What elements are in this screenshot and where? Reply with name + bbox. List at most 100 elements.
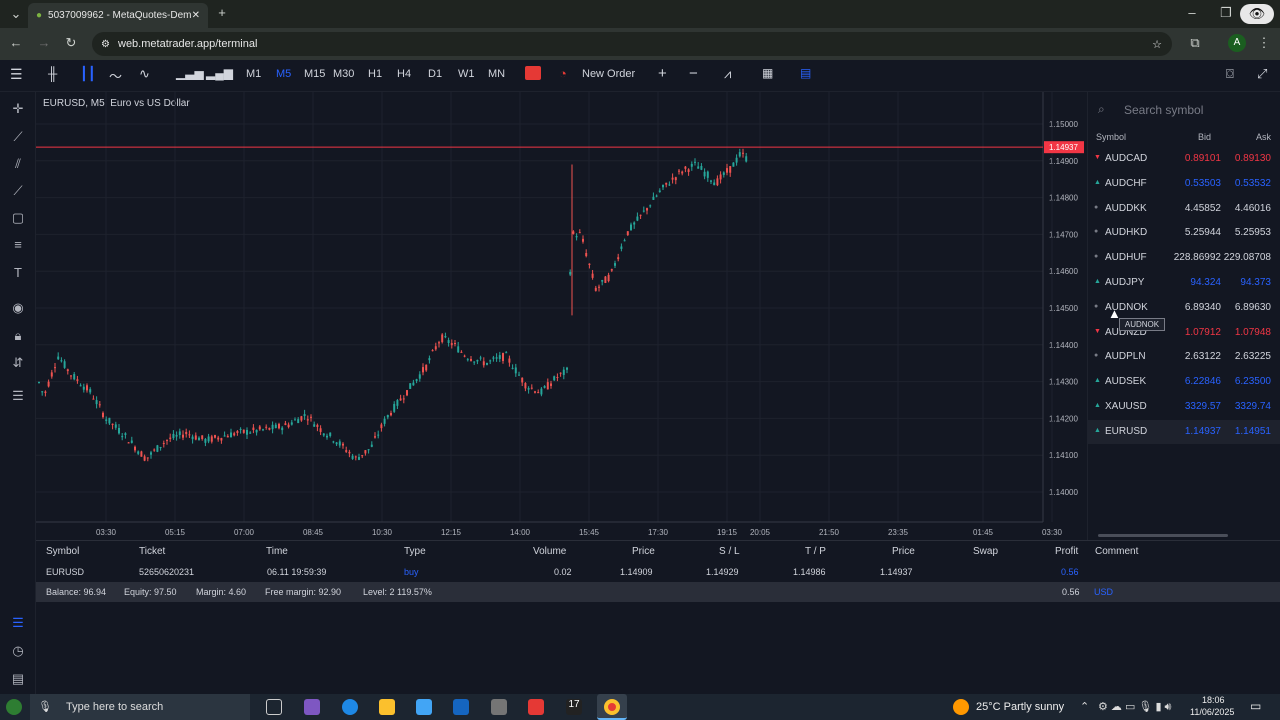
- amazon-icon[interactable]: [491, 699, 507, 715]
- timeframe-d1[interactable]: D1: [428, 68, 443, 80]
- clock-time[interactable]: 18:06: [1202, 695, 1225, 705]
- watchlist-row[interactable]: ▲ AUDSEK 6.22846 6.23500: [1088, 370, 1280, 394]
- watchlist-row[interactable]: ● AUDPLN 2.63122 2.63225: [1088, 345, 1280, 369]
- indicators-icon[interactable]: ⩘: [724, 66, 732, 81]
- calendar-icon[interactable]: ▦: [762, 66, 774, 80]
- clock-date[interactable]: 11/06/2025: [1190, 707, 1235, 717]
- watchlist-row[interactable]: ▲ XAUUSD 3329.57 3329.74: [1088, 395, 1280, 419]
- header-symbol[interactable]: Symbol: [1096, 132, 1127, 142]
- watchlist-row[interactable]: ▲ AUDJPY 94.324 94.373: [1088, 271, 1280, 295]
- url-field[interactable]: ⚙ web.metatrader.app/terminal ☆: [92, 32, 1172, 56]
- close-tab-icon[interactable]: ✕: [191, 10, 200, 21]
- store-icon[interactable]: [416, 699, 432, 715]
- weather-text[interactable]: 25°C Partly sunny: [976, 701, 1065, 713]
- forward-icon[interactable]: →: [37, 35, 51, 50]
- extensions-icon[interactable]: ⧉: [1190, 35, 1200, 50]
- crosshair-icon[interactable]: ✛: [12, 101, 24, 116]
- tick-volume-icon[interactable]: ▂▄▆: [206, 66, 233, 80]
- area-chart-icon[interactable]: ∿: [139, 66, 150, 81]
- channel-icon[interactable]: ⫽: [15, 156, 21, 171]
- bookmark-star-icon[interactable]: ☆: [1152, 38, 1162, 51]
- volume-icon[interactable]: ▁▃▅: [176, 66, 204, 80]
- journal-icon[interactable]: ▤: [11, 671, 25, 686]
- column-header[interactable]: Time: [266, 546, 288, 557]
- watchlist-row[interactable]: ● AUDDKK 4.45852 4.46016: [1088, 197, 1280, 221]
- back-icon[interactable]: ←: [9, 35, 23, 50]
- history-icon[interactable]: ◷: [12, 643, 24, 658]
- shapes-icon[interactable]: ▢: [11, 210, 25, 225]
- youtube-icon[interactable]: [528, 699, 544, 715]
- timeframe-m5[interactable]: M5: [276, 68, 292, 80]
- browser-menu-icon[interactable]: ⋮: [1257, 35, 1271, 50]
- chart-canvas[interactable]: 1.15000 1.14900 1.14800 1.14700 1.14600 1.145…: [36, 92, 1086, 540]
- zoom-in-icon[interactable]: +: [658, 65, 667, 82]
- watchlist-row[interactable]: ● AUDHUF 228.86992 229.08708: [1088, 246, 1280, 270]
- outlook-icon[interactable]: [453, 699, 469, 715]
- timeframe-h4[interactable]: H4: [397, 68, 412, 80]
- eye-icon[interactable]: 👁: [1240, 4, 1274, 24]
- restore-icon[interactable]: ❐: [1220, 5, 1232, 20]
- templates-icon[interactable]: ▤: [800, 66, 812, 80]
- minimize-icon[interactable]: –: [1188, 5, 1196, 20]
- task-view-icon[interactable]: [266, 699, 282, 715]
- timeframe-m1[interactable]: M1: [246, 68, 262, 80]
- watchlist-scrollbar[interactable]: [1098, 534, 1228, 537]
- candlestick-icon[interactable]: ┃┃: [80, 66, 96, 81]
- trend-line-icon[interactable]: ⟋: [13, 129, 23, 144]
- watchlist-row[interactable]: ▼ AUDCAD 0.89101 0.89130: [1088, 147, 1280, 171]
- objects-tree-icon[interactable]: ⇵: [12, 355, 24, 370]
- watchlist-row[interactable]: ▲ AUDCHF 0.53503 0.53532: [1088, 172, 1280, 196]
- browser-tab[interactable]: ● 5037009962 - MetaQuotes-Dem ✕: [28, 3, 208, 28]
- fullscreen-icon[interactable]: ⤢: [1257, 66, 1268, 81]
- watchlist-row[interactable]: ▼ AUDNZD 1.07912 1.07948: [1088, 321, 1280, 345]
- column-header[interactable]: Price: [892, 546, 915, 557]
- column-header[interactable]: Volume: [533, 546, 567, 557]
- watchlist-row[interactable]: ▲ EURUSD 1.14937 1.14951: [1088, 419, 1280, 444]
- bar-chart-icon[interactable]: ╫: [48, 66, 58, 81]
- column-header[interactable]: Price: [632, 546, 655, 557]
- header-ask[interactable]: Ask: [1256, 132, 1272, 142]
- database-icon[interactable]: ☰: [12, 388, 24, 403]
- column-header[interactable]: Ticket: [139, 546, 166, 557]
- lock-icon[interactable]: 🔒︎: [14, 328, 22, 343]
- zoom-out-icon[interactable]: −: [689, 65, 698, 82]
- copilot-icon[interactable]: [304, 699, 320, 715]
- column-header[interactable]: Swap: [973, 546, 999, 557]
- notifications-icon[interactable]: ▭: [1250, 699, 1262, 713]
- symbol-search[interactable]: ⌕ Search symbol: [1088, 98, 1280, 122]
- timeframe-m15[interactable]: M15: [304, 68, 326, 80]
- watchlist-row[interactable]: ● AUDNOK 6.89340 6.89630: [1088, 296, 1280, 320]
- new-tab-icon[interactable]: +: [218, 5, 226, 20]
- timeframe-h1[interactable]: H1: [368, 68, 383, 80]
- column-header[interactable]: Type: [404, 546, 426, 557]
- timeframe-w1[interactable]: W1: [458, 68, 475, 80]
- column-header[interactable]: T / P: [805, 546, 826, 557]
- tradingview-icon[interactable]: 17: [566, 699, 582, 715]
- main-menu-icon[interactable]: ☰: [10, 66, 23, 82]
- pitchfork-icon[interactable]: ⟋: [13, 183, 23, 198]
- trade-list-icon[interactable]: ☰: [12, 615, 24, 630]
- edge-icon[interactable]: [342, 699, 358, 715]
- column-header[interactable]: Profit: [1055, 546, 1079, 557]
- reload-icon[interactable]: ↻: [65, 35, 77, 50]
- file-explorer-icon[interactable]: [379, 699, 395, 715]
- site-info-icon[interactable]: ⚙: [101, 38, 110, 50]
- visibility-eye-icon[interactable]: ◉: [12, 300, 24, 315]
- column-header[interactable]: Comment: [1095, 546, 1139, 557]
- fibonacci-icon[interactable]: ≡: [14, 237, 22, 252]
- taskbar-search[interactable]: 🎙︎ Type here to search: [30, 694, 250, 720]
- new-order-icon[interactable]: ◔: [559, 66, 567, 81]
- one-click-trading-icon[interactable]: [525, 66, 541, 80]
- profile-avatar[interactable]: A: [1228, 34, 1246, 52]
- column-header[interactable]: S / L: [719, 546, 740, 557]
- new-order-button[interactable]: New Order: [582, 68, 636, 80]
- start-icon[interactable]: [6, 699, 22, 715]
- line-chart-icon[interactable]: 〜: [109, 69, 123, 84]
- text-icon[interactable]: T: [14, 265, 22, 280]
- tray-icons[interactable]: ⚙ ☁ ▭ 🎙︎ ▮ 🔊︎: [1098, 701, 1172, 713]
- chrome-icon[interactable]: [597, 694, 627, 720]
- watchlist-row[interactable]: ● AUDHKD 5.25944 5.25953: [1088, 221, 1280, 245]
- screenshot-icon[interactable]: ⌼: [1226, 66, 1234, 81]
- tab-list-icon[interactable]: ⌄: [10, 6, 22, 21]
- column-header[interactable]: Symbol: [46, 546, 80, 557]
